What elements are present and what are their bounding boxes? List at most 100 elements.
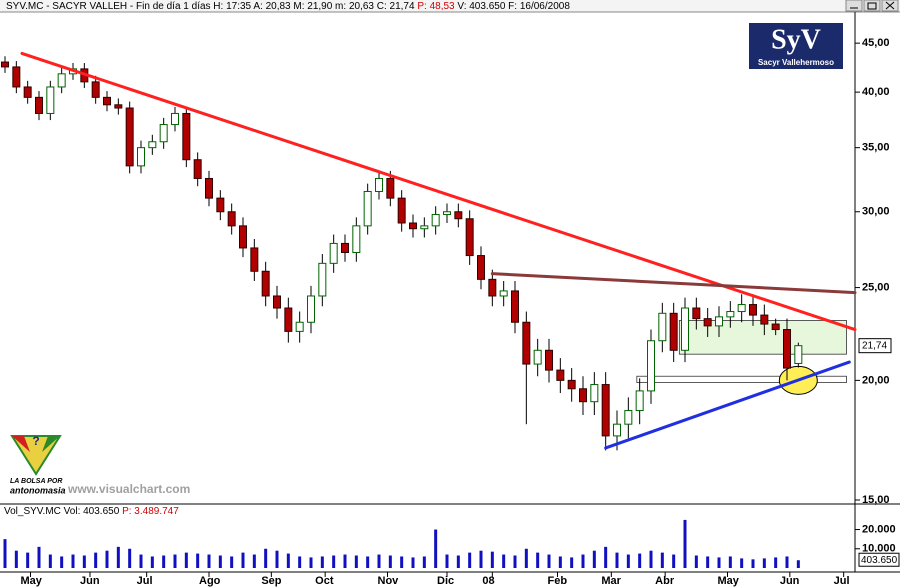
volume-bar xyxy=(638,553,642,568)
volume-bar xyxy=(343,554,347,568)
candle-body xyxy=(159,124,168,143)
candle-body xyxy=(318,262,327,297)
trend-line xyxy=(604,360,851,450)
volume-bar xyxy=(558,556,562,568)
candle-body xyxy=(567,379,576,390)
x-tick-label: Jul xyxy=(834,575,850,587)
candle-body xyxy=(57,73,66,88)
candle-body xyxy=(556,369,565,381)
window-buttons xyxy=(845,0,899,12)
candle-body xyxy=(363,190,372,227)
candle-body xyxy=(726,311,735,318)
x-tick-label: 08 xyxy=(482,575,494,587)
candle-body xyxy=(91,81,100,98)
candle-body xyxy=(103,96,111,106)
volume-bar xyxy=(71,554,75,568)
maximize-button[interactable] xyxy=(863,0,881,12)
volume-bar xyxy=(218,555,222,568)
volume-bar xyxy=(456,555,460,568)
candle-body xyxy=(125,107,134,167)
volume-title-p: P: 3.489.747 xyxy=(122,506,179,517)
candle-body xyxy=(749,304,757,316)
volume-bar xyxy=(490,551,494,568)
brand-line2: antonomasia xyxy=(10,485,66,495)
candle-body xyxy=(511,290,519,323)
y-tick-label: 15,00 xyxy=(862,494,890,506)
candle-body xyxy=(703,318,712,327)
x-tick-label: Oct xyxy=(315,575,334,587)
minimize-button[interactable] xyxy=(845,0,863,12)
candle-body xyxy=(397,197,406,224)
volume-bar xyxy=(604,546,608,568)
volume-bar xyxy=(82,555,86,568)
header: SYV.MC - SACYR VALLEH - Fin de día 1 día… xyxy=(6,1,570,12)
candle-body xyxy=(23,86,32,98)
candle-body xyxy=(352,225,361,254)
volume-bar xyxy=(615,552,619,568)
volume-bar xyxy=(728,556,732,568)
volume-bar xyxy=(264,548,268,568)
x-tick-label: Feb xyxy=(548,575,568,587)
volume-bar xyxy=(581,554,585,568)
volume-bar xyxy=(309,557,313,568)
volume-bar xyxy=(128,548,132,568)
volume-bar xyxy=(230,556,234,568)
volume-bar xyxy=(626,554,630,568)
volume-bar xyxy=(422,556,426,568)
volume-bar xyxy=(184,552,188,568)
brand-icon: ? xyxy=(32,434,39,448)
volume-bar xyxy=(388,555,392,568)
candle-body xyxy=(329,242,338,264)
candle-body xyxy=(443,211,451,216)
candle-body xyxy=(409,222,417,230)
header-p: P: 48,53 xyxy=(417,1,455,12)
volume-bar xyxy=(320,556,324,568)
volume-bar xyxy=(196,553,200,568)
header-v: V: 403.650 F: 16/06/2008 xyxy=(457,1,570,12)
candle-body xyxy=(692,307,701,320)
volume-bar xyxy=(434,529,438,568)
candle-body xyxy=(613,423,621,437)
candle-body xyxy=(545,349,553,371)
candle-body xyxy=(250,247,259,272)
candle-body xyxy=(35,96,43,114)
volume-title: Vol_SYV.MC Vol: 403.650 P: 3.489.747 xyxy=(4,506,179,517)
candle-body xyxy=(579,388,587,403)
y-tick-label: 35,00 xyxy=(862,142,890,154)
volume-bar xyxy=(400,556,404,568)
volume-bar xyxy=(751,559,755,568)
candle-body xyxy=(420,225,429,230)
volume-bar xyxy=(796,560,800,568)
y-tick-label: 45,00 xyxy=(862,37,890,49)
candle-body xyxy=(295,321,304,332)
volume-bar xyxy=(116,546,120,568)
volume-bar xyxy=(717,557,721,568)
candle-body xyxy=(239,225,247,249)
volume-bar xyxy=(14,550,18,568)
logo-name: Sacyr Vallehermoso xyxy=(758,58,834,67)
candle-body xyxy=(341,242,349,254)
volume-bar xyxy=(774,557,778,568)
volume-bar xyxy=(740,558,744,568)
candle-body xyxy=(307,295,315,323)
x-tick-label: Jun xyxy=(780,575,800,587)
candle-body xyxy=(216,197,225,213)
volume-bar xyxy=(468,552,472,568)
candle-body xyxy=(12,66,21,88)
trend-line xyxy=(490,272,857,295)
volume-bar xyxy=(207,554,211,568)
volume-bar xyxy=(162,555,166,568)
volume-tick-label: 20.000 xyxy=(862,523,896,535)
volume-bar xyxy=(683,519,687,568)
volume-title-main: Vol_SYV.MC Vol: 403.650 xyxy=(4,506,120,517)
volume-bar xyxy=(649,550,653,568)
candle-body xyxy=(522,321,531,365)
volume-bar xyxy=(694,555,698,568)
volume-bar xyxy=(48,554,52,568)
brand-icon xyxy=(42,436,60,452)
candle-body xyxy=(137,147,145,167)
candle-body xyxy=(681,307,689,351)
x-tick-label: May xyxy=(21,575,43,587)
candle-body xyxy=(284,307,293,332)
